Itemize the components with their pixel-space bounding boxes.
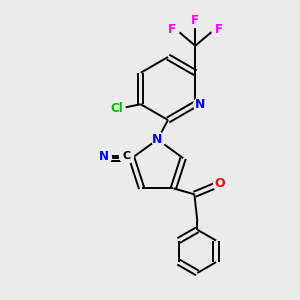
Text: F: F: [168, 23, 176, 36]
Text: C: C: [122, 151, 130, 161]
Text: Cl: Cl: [110, 102, 123, 115]
Text: N: N: [152, 133, 163, 146]
Text: F: F: [191, 14, 199, 27]
Text: N: N: [195, 98, 205, 111]
Text: N: N: [99, 150, 109, 163]
Text: F: F: [214, 23, 222, 36]
Text: O: O: [214, 177, 225, 190]
